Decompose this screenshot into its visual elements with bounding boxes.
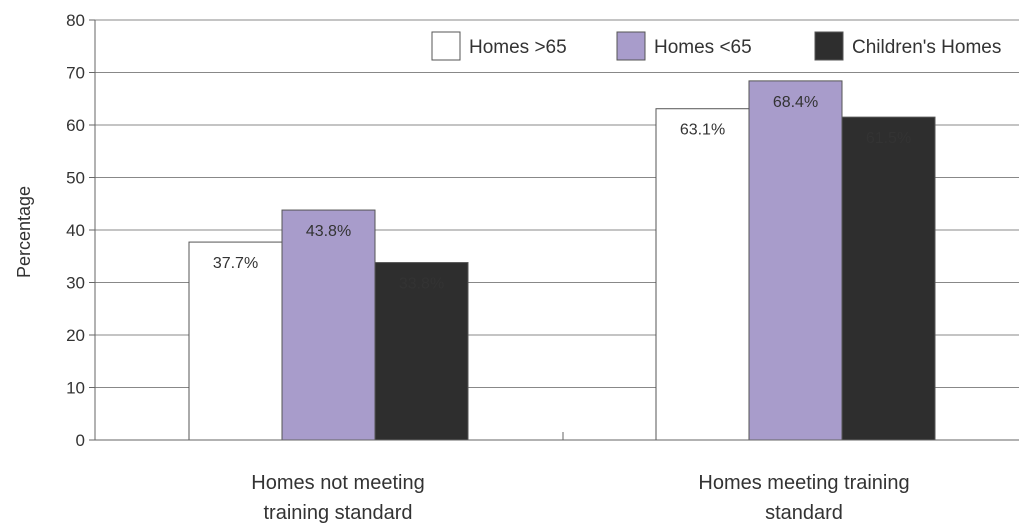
legend-label: Homes >65: [469, 37, 567, 58]
x-axis-categories: Homes not meeting training standard Homes …: [251, 472, 909, 524]
bar-data-label: 37.7%: [213, 255, 258, 272]
legend-swatch: [431, 31, 461, 61]
y-tick-label: 50: [66, 169, 85, 188]
bar-data-label: 63.1%: [680, 122, 725, 139]
bar: [281, 209, 376, 441]
bar: [655, 108, 750, 441]
bar: [188, 241, 283, 441]
legend-label: Children's Homes: [852, 37, 1001, 58]
bar: [748, 80, 843, 441]
y-tick-label: 10: [66, 379, 85, 398]
bar-data-label: 43.8%: [306, 223, 351, 240]
legend-label: Homes <65: [654, 37, 752, 58]
y-axis-title: Percentage: [14, 186, 34, 278]
bar: [841, 116, 936, 441]
x-category-label: Homes not meeting: [251, 472, 424, 494]
bars: 37.7% 63.1% 43.8% 68.4% 33.8% 61.5%: [188, 80, 936, 441]
x-category-label: Homes meeting training: [698, 472, 909, 494]
y-tick-label: 20: [66, 326, 85, 345]
bar-data-label: 33.8%: [399, 276, 444, 293]
x-category-label: standard: [765, 502, 843, 524]
x-category-label: training standard: [264, 502, 413, 524]
y-tick-label: 0: [76, 431, 85, 450]
y-tick-label: 80: [66, 11, 85, 30]
y-axis-ticks: 0 10 20 30 40 50 60 70 80: [66, 11, 95, 450]
bar-data-label: 61.5%: [866, 130, 911, 147]
legend-swatch: [814, 31, 844, 61]
y-tick-label: 30: [66, 274, 85, 293]
bar: [374, 262, 469, 441]
legend: Homes >65 Homes <65 Children's Homes: [431, 31, 1001, 61]
legend-swatch: [616, 31, 646, 61]
y-tick-label: 60: [66, 116, 85, 135]
y-tick-label: 40: [66, 221, 85, 240]
axes: [94, 20, 1019, 441]
bar-data-label: 68.4%: [773, 94, 818, 111]
y-tick-label: 70: [66, 64, 85, 83]
